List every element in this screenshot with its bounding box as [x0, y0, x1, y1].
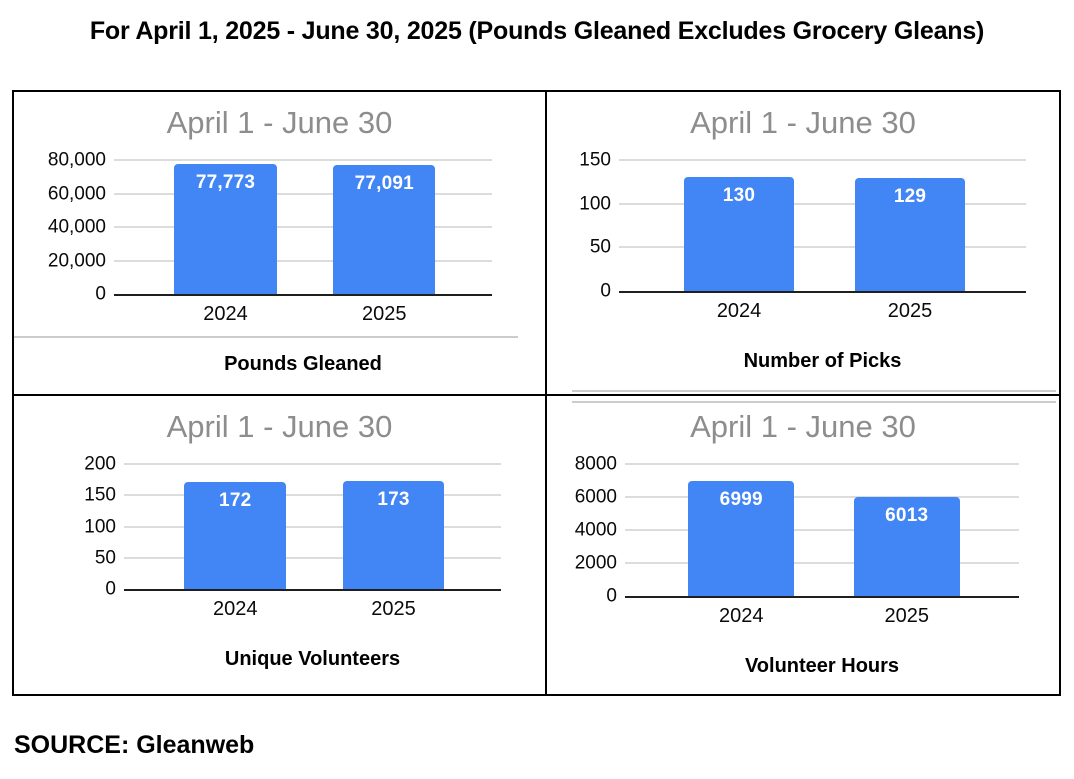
y-tick-label: 0	[606, 585, 617, 607]
gridline	[124, 494, 501, 497]
gridline	[114, 192, 492, 195]
gridline	[124, 525, 501, 528]
chart-title: April 1 - June 30	[690, 105, 916, 140]
image-edge-artifact	[572, 401, 1056, 403]
x-category-label: 2025	[884, 605, 929, 627]
charts-grid: April 1 - June 30 0 20,000 40,000 60,000 80,…	[12, 90, 1061, 696]
chart-body: 0 20,000 40,000 60,000 80,000 77,773 77,091	[14, 151, 545, 304]
chart-caption: Pounds Gleaned	[224, 353, 382, 375]
gridline	[124, 463, 501, 465]
source-text: SOURCE: Gleanweb	[14, 731, 255, 759]
chart-cell-number-of-picks: April 1 - June 30 0 50 100 150 130 129 2024 20…	[547, 92, 1059, 396]
bar-2025: 77,091	[333, 164, 436, 294]
y-tick-label: 40,000	[47, 216, 106, 238]
chart-caption: Volunteer Hours	[744, 655, 900, 677]
gridline	[625, 463, 1019, 465]
x-category-label: 2025	[887, 300, 933, 322]
bar-value-label: 77,091	[354, 172, 414, 194]
bar-value-label: 6999	[719, 488, 763, 510]
image-edge-artifact	[572, 390, 1056, 392]
bar-2024: 172	[184, 481, 287, 589]
x-category-label: 2024	[718, 605, 764, 627]
gridline	[619, 202, 1026, 205]
x-category-label: 2024	[716, 300, 762, 322]
plot-area: 6999 6013	[625, 463, 1019, 598]
gridline	[619, 159, 1026, 161]
bar-value-label: 130	[722, 185, 756, 207]
x-category-label: 2024	[203, 303, 248, 325]
y-tick-label: 50	[94, 547, 116, 569]
image-edge-artifact	[14, 336, 518, 338]
plot-area: 130 129	[619, 159, 1026, 293]
x-category-label: 2025	[362, 303, 407, 325]
chart-body: 0 2000 4000 6000 8000 6999 6013	[547, 455, 1059, 606]
chart-title: April 1 - June 30	[166, 409, 393, 444]
y-axis: 0 50 100 150	[547, 151, 619, 301]
plot-area: 77,773 77,091	[114, 159, 492, 296]
chart-caption: Unique Volunteers	[224, 648, 401, 670]
gridline	[114, 226, 492, 228]
chart-cell-unique-volunteers: April 1 - June 30 0 50 100 150 200 172 173 202…	[14, 396, 547, 694]
chart-body: 0 50 100 150 130 129	[547, 151, 1059, 301]
y-tick-label: 100	[84, 516, 116, 537]
bar-2025: 6013	[853, 496, 960, 596]
bar-2024: 77,773	[174, 163, 277, 294]
x-category-label: 2024	[212, 598, 258, 620]
y-tick-label: 8000	[574, 453, 617, 475]
bar-2025: 173	[342, 480, 445, 589]
y-tick-label: 80,000	[47, 149, 106, 171]
gridline	[625, 529, 1019, 531]
y-tick-label: 150	[579, 149, 611, 171]
gridline	[114, 159, 492, 161]
bar-value-label: 173	[377, 488, 410, 510]
bar-value-label: 172	[219, 489, 252, 511]
chart-cell-pounds-gleaned: April 1 - June 30 0 20,000 40,000 60,000 80,…	[14, 92, 547, 396]
chart-cell-volunteer-hours: April 1 - June 30 0 2000 4000 6000 8000 6999 6…	[547, 396, 1059, 694]
x-axis-labels: 2024 2025	[625, 605, 1019, 627]
bar-value-label: 77,773	[195, 171, 256, 193]
gridline	[625, 496, 1019, 498]
y-tick-label: 6000	[574, 486, 617, 508]
y-tick-label: 20,000	[47, 250, 106, 271]
gridline	[625, 562, 1019, 564]
y-tick-label: 0	[600, 280, 611, 302]
chart-title: April 1 - June 30	[166, 105, 393, 140]
gridline	[619, 246, 1026, 249]
bar-2025: 129	[855, 178, 965, 291]
chart-title: April 1 - June 30	[690, 409, 916, 444]
y-tick-label: 200	[84, 453, 116, 475]
y-tick-label: 60,000	[47, 183, 106, 204]
y-tick-label: 50	[589, 236, 611, 258]
x-axis-labels: 2024 2025	[114, 303, 492, 325]
y-tick-label: 0	[95, 283, 106, 305]
page-title: For April 1, 2025 - June 30, 2025 (Pound…	[89, 17, 985, 45]
y-tick-label: 0	[105, 578, 116, 600]
x-axis-labels: 2024 2025	[124, 598, 501, 620]
bar-value-label: 6013	[885, 504, 929, 526]
bar-value-label: 129	[893, 186, 927, 208]
chart-caption: Number of Picks	[743, 350, 902, 372]
gridline	[124, 556, 501, 559]
bar-2024: 130	[684, 177, 794, 291]
y-axis: 0 50 100 150 200	[14, 455, 124, 599]
y-axis: 0 2000 4000 6000 8000	[547, 455, 625, 606]
gridline	[114, 259, 492, 262]
y-tick-label: 100	[579, 193, 611, 215]
bar-2024: 6999	[688, 480, 795, 596]
chart-body: 0 50 100 150 200 172 173	[14, 455, 545, 599]
plot-area: 172 173	[124, 463, 501, 591]
y-tick-label: 150	[84, 484, 116, 506]
x-category-label: 2025	[371, 598, 416, 620]
y-tick-label: 2000	[574, 552, 617, 574]
y-tick-label: 4000	[574, 519, 617, 541]
x-axis-labels: 2024 2025	[619, 300, 1026, 322]
y-axis: 0 20,000 40,000 60,000 80,000	[14, 151, 114, 304]
